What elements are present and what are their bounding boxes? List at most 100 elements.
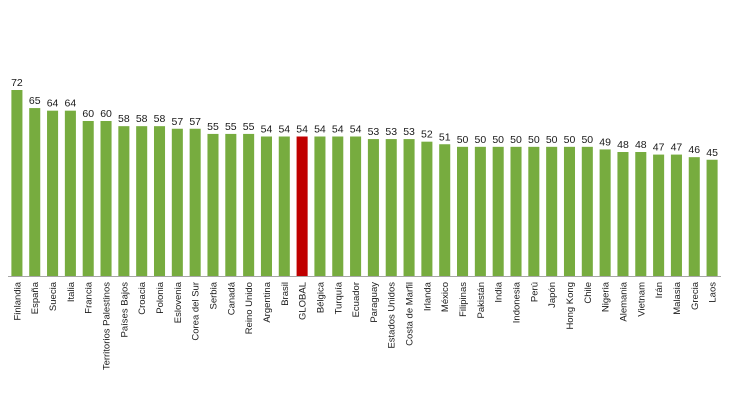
category-label-iran: Irán xyxy=(654,282,665,298)
category-label-global: GLOBAL xyxy=(298,282,309,320)
category-label-polonia: Polonia xyxy=(155,281,166,313)
value-label-turquia: 54 xyxy=(332,124,344,136)
value-label-ecuador: 54 xyxy=(350,124,362,136)
category-label-suecia: Suecia xyxy=(48,281,59,311)
value-label-finlandia: 72 xyxy=(11,77,23,89)
bar-brasil xyxy=(278,136,290,276)
category-label-alemania: Alemania xyxy=(618,281,629,321)
value-label-croacia: 58 xyxy=(136,113,148,125)
category-label-francia: Francia xyxy=(84,281,95,313)
value-label-polonia: 58 xyxy=(154,113,166,125)
bar-grecia xyxy=(688,157,700,276)
bar-paises-bajos xyxy=(118,126,130,276)
value-label-serbia: 55 xyxy=(207,121,219,133)
category-label-malasia: Malasia xyxy=(672,281,683,314)
category-label-india: India xyxy=(494,281,505,302)
bar-eslovenia xyxy=(171,128,183,276)
bar-argentina xyxy=(260,136,272,276)
value-label-filipinas: 50 xyxy=(457,134,469,146)
bar-corea-del-sur xyxy=(189,128,201,276)
bar-pakistan xyxy=(474,146,486,276)
category-label-pakistan: Pakistán xyxy=(476,282,487,318)
category-label-reino-unido: Reino Unido xyxy=(244,282,255,334)
category-label-paraguay: Paraguay xyxy=(369,282,380,323)
bar-territorios-palestinos xyxy=(100,121,112,276)
bar-mexico xyxy=(439,144,451,276)
value-label-chile: 50 xyxy=(581,134,593,146)
bar-costa-de-marfil xyxy=(403,139,415,276)
category-label-peru: Perú xyxy=(529,282,540,302)
category-label-ecuador: Ecuador xyxy=(351,282,362,317)
value-label-laos: 45 xyxy=(706,147,718,159)
value-labels-group: 72 65 64 64 60 60 58 58 58 57 57 55 55 55 54 54 54 54 54 54… xyxy=(11,77,718,159)
category-label-estados-unidos: Estados Unidos xyxy=(387,282,398,349)
bar-francia xyxy=(82,121,94,276)
value-label-indonesia: 50 xyxy=(510,134,522,146)
bar-india xyxy=(492,146,504,276)
category-label-croacia: Croacia xyxy=(137,281,148,314)
category-label-finlandia: Finlandia xyxy=(12,281,23,320)
category-label-canada: Canadá xyxy=(226,281,237,315)
value-label-paraguay: 53 xyxy=(368,126,380,138)
bar-iran xyxy=(653,154,665,276)
bar-indonesia xyxy=(510,146,522,276)
bar-nigeria xyxy=(599,149,611,276)
bar-alemania xyxy=(617,152,629,276)
bar-chile xyxy=(581,146,593,276)
value-label-canada: 55 xyxy=(225,121,237,133)
value-label-costa-de-marfil: 53 xyxy=(403,126,415,138)
value-label-irlanda: 52 xyxy=(421,129,433,141)
category-label-territorios-palestinos: Territorios Palestinos xyxy=(102,282,113,370)
category-label-filipinas: Filipinas xyxy=(458,282,469,317)
category-label-nigeria: Nigeria xyxy=(601,281,612,312)
bar-italia xyxy=(64,110,76,276)
value-label-mexico: 51 xyxy=(439,131,451,143)
value-label-paises-bajos: 58 xyxy=(118,113,130,125)
category-label-belgica: Bélgica xyxy=(315,281,326,313)
category-label-grecia: Grecia xyxy=(690,281,701,310)
category-label-argentina: Argentina xyxy=(262,281,273,322)
bar-hong-kong xyxy=(563,146,576,276)
bar-peru xyxy=(528,146,540,276)
category-label-laos: Laos xyxy=(708,282,719,303)
bar-reino-unido xyxy=(243,133,255,276)
category-label-indonesia: Indonesia xyxy=(512,281,523,323)
value-label-pakistan: 50 xyxy=(475,134,487,146)
bar-serbia xyxy=(207,133,219,276)
bar-malasia xyxy=(670,154,682,276)
bar-suecia xyxy=(47,110,59,276)
value-label-hong-kong: 50 xyxy=(564,134,576,146)
value-label-japon: 50 xyxy=(546,134,558,146)
value-label-alemania: 48 xyxy=(617,139,629,151)
bar-estados-unidos xyxy=(385,139,397,276)
category-label-japon: Japón xyxy=(547,282,558,308)
category-label-corea-del-sur: Corea del Sur xyxy=(191,282,202,341)
value-label-brasil: 54 xyxy=(278,124,290,136)
value-label-reino-unido: 55 xyxy=(243,121,255,133)
category-label-italia: Italia xyxy=(66,281,77,302)
bar-finlandia xyxy=(11,90,23,276)
category-label-espana: España xyxy=(30,281,41,314)
bar-paraguay xyxy=(367,139,379,276)
category-label-chile: Chile xyxy=(583,282,594,304)
value-label-nigeria: 49 xyxy=(599,136,611,148)
bar-japon xyxy=(546,146,558,276)
bar-espana xyxy=(29,108,41,276)
category-label-turquia: Turquía xyxy=(333,281,344,314)
category-label-eslovenia: Eslovenia xyxy=(173,281,184,323)
value-label-malasia: 47 xyxy=(671,142,683,154)
bar-vietnam xyxy=(635,152,647,276)
value-label-suecia: 64 xyxy=(47,98,59,110)
category-labels-group: Finlandia España Suecia Italia Francia Territ… xyxy=(12,281,718,370)
bar-irlanda xyxy=(421,141,433,276)
value-label-belgica: 54 xyxy=(314,124,326,136)
category-label-paises-bajos: Países Bajos xyxy=(119,282,130,338)
bar-canada xyxy=(225,133,237,276)
category-label-hong-kong: Hong Kong xyxy=(565,282,576,330)
category-label-costa-de-marfil: Costa de Marfil xyxy=(405,282,416,346)
bar-croacia xyxy=(136,126,148,276)
value-label-territorios-palestinos: 60 xyxy=(100,108,112,120)
category-label-brasil: Brasil xyxy=(280,282,291,306)
category-label-vietnam: Vietnam xyxy=(636,282,647,317)
